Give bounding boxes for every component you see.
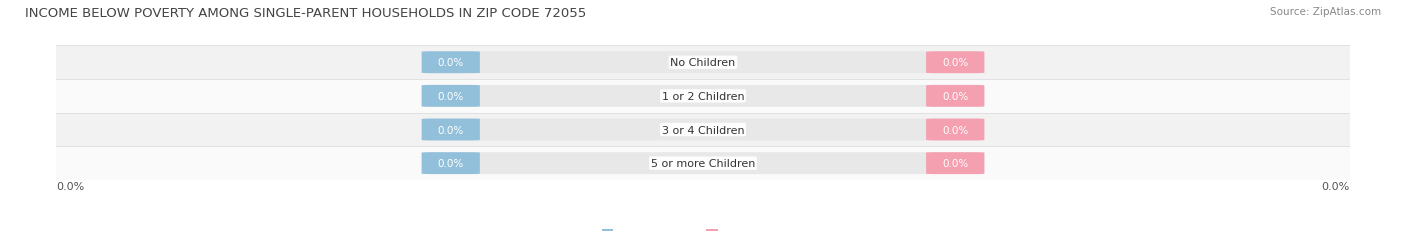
- Bar: [56, 46, 1350, 80]
- FancyBboxPatch shape: [927, 85, 984, 107]
- Text: 0.0%: 0.0%: [942, 125, 969, 135]
- Text: 0.0%: 0.0%: [56, 181, 84, 191]
- FancyBboxPatch shape: [422, 85, 984, 107]
- Text: 0.0%: 0.0%: [437, 125, 464, 135]
- Text: 0.0%: 0.0%: [437, 91, 464, 101]
- Bar: [56, 80, 1350, 113]
- Bar: [56, 113, 1350, 147]
- Text: 3 or 4 Children: 3 or 4 Children: [662, 125, 744, 135]
- Text: 0.0%: 0.0%: [942, 158, 969, 168]
- Text: 0.0%: 0.0%: [437, 58, 464, 68]
- FancyBboxPatch shape: [422, 119, 984, 141]
- Text: 1 or 2 Children: 1 or 2 Children: [662, 91, 744, 101]
- FancyBboxPatch shape: [422, 119, 479, 141]
- FancyBboxPatch shape: [422, 152, 479, 174]
- Text: 5 or more Children: 5 or more Children: [651, 158, 755, 168]
- FancyBboxPatch shape: [422, 85, 479, 107]
- Bar: [56, 147, 1350, 180]
- FancyBboxPatch shape: [422, 152, 984, 174]
- FancyBboxPatch shape: [927, 152, 984, 174]
- Text: 0.0%: 0.0%: [1322, 181, 1350, 191]
- Text: 0.0%: 0.0%: [942, 58, 969, 68]
- Text: 0.0%: 0.0%: [437, 158, 464, 168]
- Legend: Single Father, Single Mother: Single Father, Single Mother: [598, 225, 808, 231]
- Text: 0.0%: 0.0%: [942, 91, 969, 101]
- FancyBboxPatch shape: [927, 119, 984, 141]
- FancyBboxPatch shape: [927, 52, 984, 74]
- Text: Source: ZipAtlas.com: Source: ZipAtlas.com: [1270, 7, 1381, 17]
- FancyBboxPatch shape: [422, 52, 479, 74]
- Text: No Children: No Children: [671, 58, 735, 68]
- Text: INCOME BELOW POVERTY AMONG SINGLE-PARENT HOUSEHOLDS IN ZIP CODE 72055: INCOME BELOW POVERTY AMONG SINGLE-PARENT…: [25, 7, 586, 20]
- FancyBboxPatch shape: [422, 52, 984, 74]
